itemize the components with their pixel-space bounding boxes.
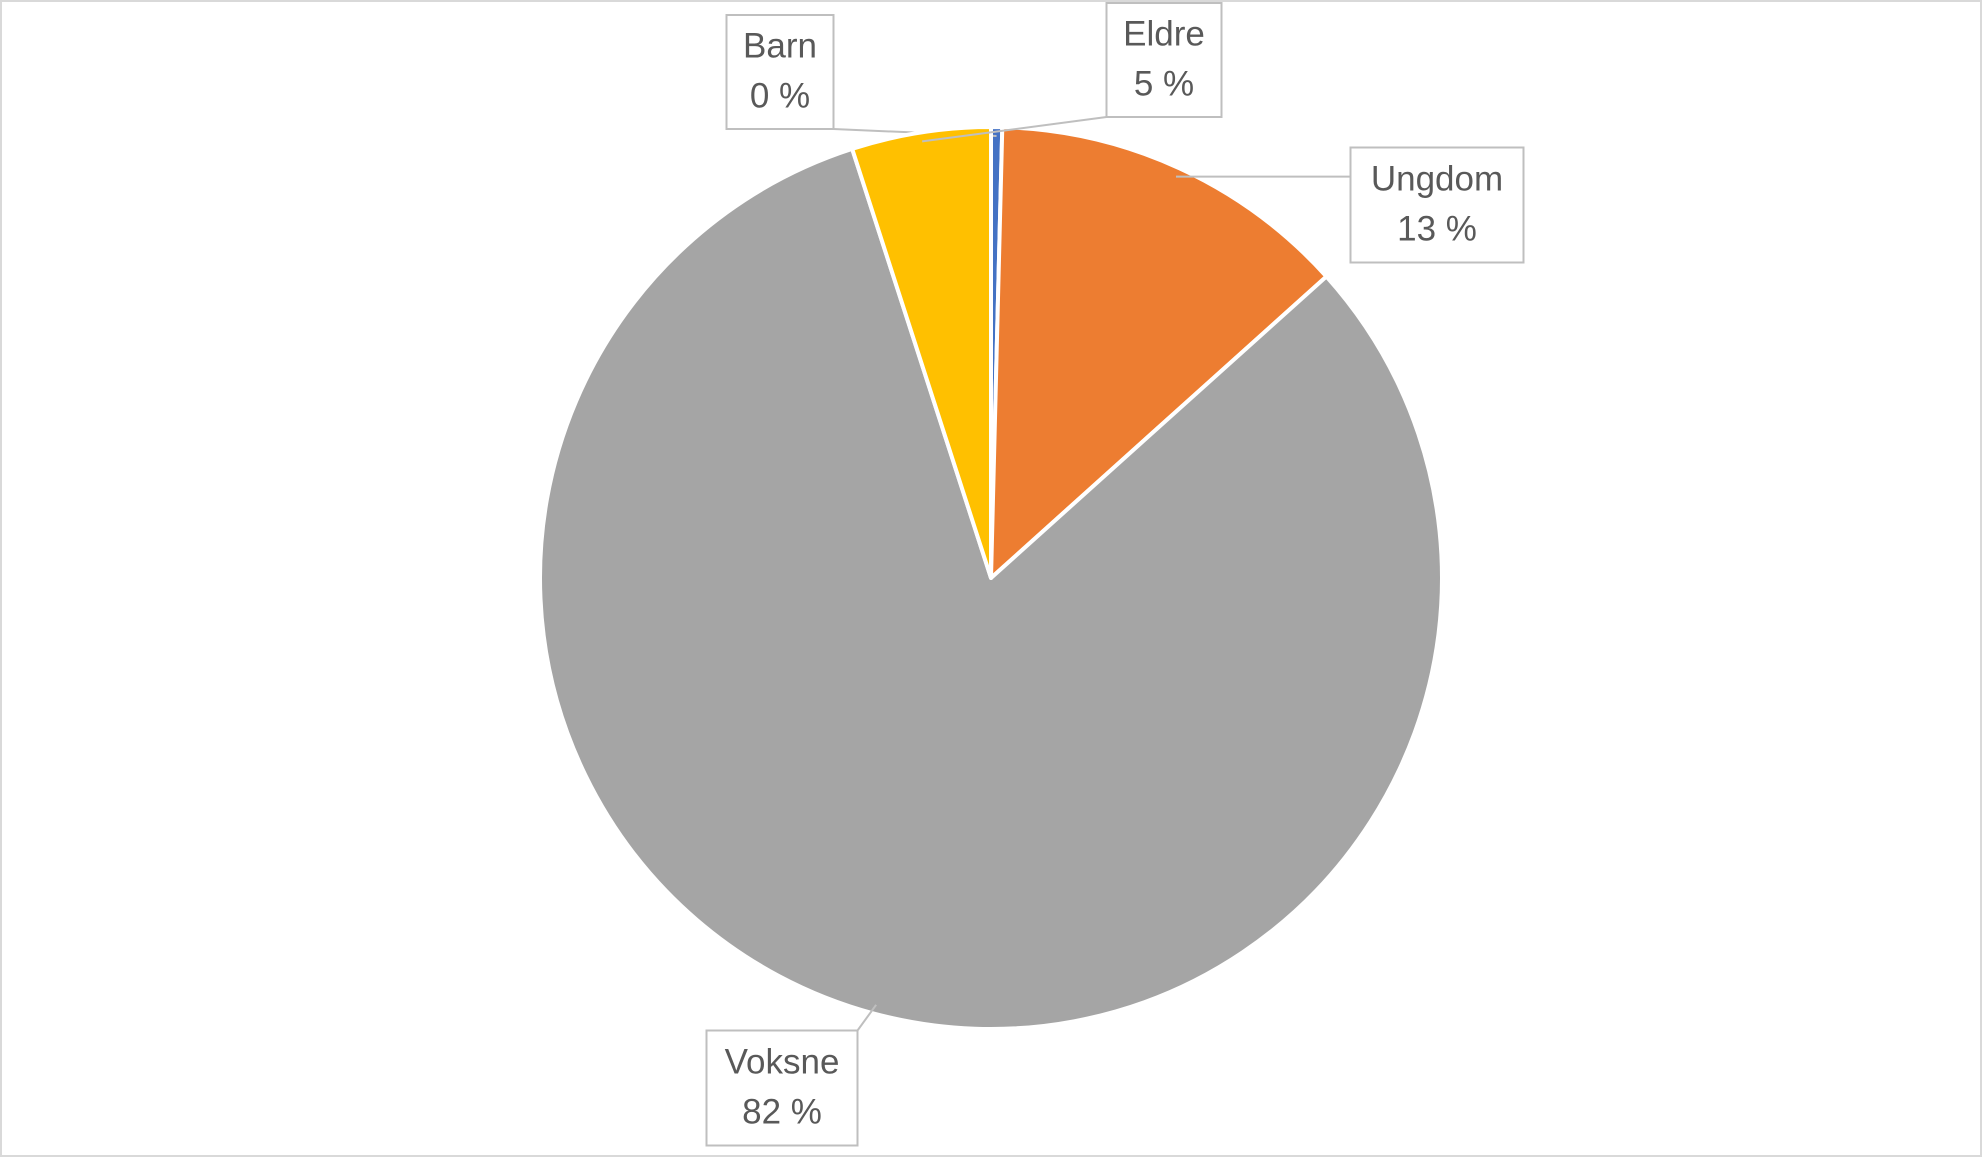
value-label: 13 % (1397, 209, 1477, 248)
category-label: Voksne (725, 1042, 840, 1081)
leader-line (922, 116, 1107, 143)
value-label: 0 % (750, 76, 810, 115)
pie-slice (989, 125, 1329, 580)
label-box (1105, 2, 1223, 118)
pie-slice (850, 125, 993, 580)
category-label: Barn (743, 26, 817, 65)
label-box (705, 1029, 859, 1147)
label-box (725, 14, 835, 130)
value-label: 5 % (1134, 64, 1194, 103)
pie-slice (538, 146, 1444, 1031)
category-label: Ungdom (1371, 159, 1503, 198)
value-label: 82 % (742, 1092, 822, 1131)
category-label: Eldre (1123, 14, 1205, 53)
label-box (1349, 146, 1525, 264)
leader-line (856, 1004, 877, 1032)
